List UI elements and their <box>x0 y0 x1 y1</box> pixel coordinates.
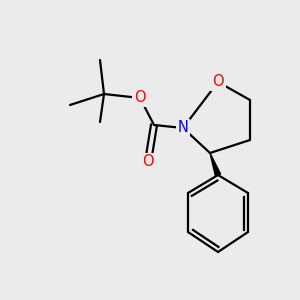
Polygon shape <box>210 153 220 176</box>
Text: O: O <box>142 154 154 169</box>
Text: O: O <box>134 91 146 106</box>
Text: N: N <box>178 121 188 136</box>
Text: O: O <box>212 74 224 89</box>
